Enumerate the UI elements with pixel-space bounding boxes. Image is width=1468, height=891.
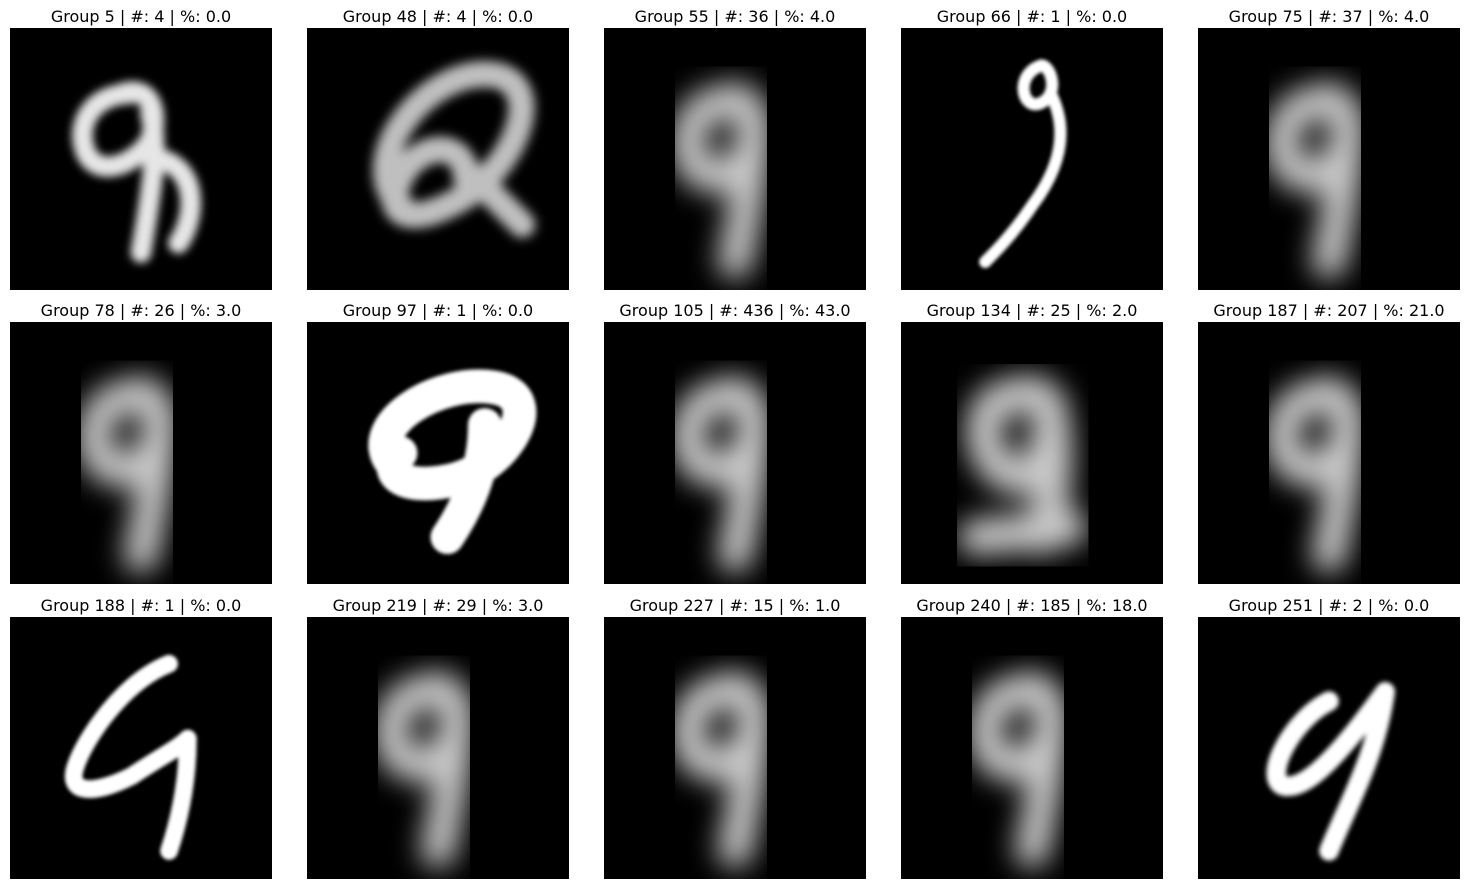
digit-image [307, 322, 569, 584]
panel-title: Group 105 | #: 436 | %: 43.0 [619, 301, 851, 320]
digit-stroke [1265, 376, 1365, 573]
digit-image [604, 617, 866, 879]
digit-stroke [374, 671, 474, 868]
panel-title: Group 240 | #: 185 | %: 18.0 [916, 596, 1148, 615]
digit-image [1198, 322, 1460, 584]
digit-stroke [64, 654, 197, 860]
digit-stroke [671, 671, 771, 868]
panel-title: Group 55 | #: 36 | %: 4.0 [634, 7, 836, 26]
panel-title: Group 219 | #: 29 | %: 3.0 [332, 596, 544, 615]
panel-title: Group 5 | #: 4 | %: 0.0 [50, 7, 232, 26]
digit-stroke [1266, 682, 1395, 861]
digit-image [1198, 617, 1460, 879]
digit-stroke [671, 82, 771, 279]
digit-stroke [979, 59, 1067, 269]
panel-title: Group 134 | #: 25 | %: 2.0 [926, 301, 1138, 320]
panel-title: Group 78 | #: 26 | %: 3.0 [40, 301, 242, 320]
digit-image [307, 28, 569, 290]
panel-title: Group 227 | #: 15 | %: 1.0 [629, 596, 841, 615]
digit-image [10, 28, 272, 290]
digit-image [901, 28, 1163, 290]
digit-stroke [958, 375, 1088, 555]
digit-stroke [72, 81, 201, 263]
digit-image [604, 28, 866, 290]
digit-stroke [77, 376, 177, 573]
panel-title: Group 66 | #: 1 | %: 0.0 [936, 7, 1128, 26]
digit-stroke [1265, 82, 1365, 279]
panel-title: Group 97 | #: 1 | %: 0.0 [342, 301, 534, 320]
digit-image [901, 322, 1163, 584]
digit-image [10, 322, 272, 584]
digit-image [1198, 28, 1460, 290]
digit-image [307, 617, 569, 879]
digit-stroke [373, 61, 536, 238]
panel-title: Group 188 | #: 1 | %: 0.0 [40, 596, 242, 615]
panel-title: Group 251 | #: 2 | %: 0.0 [1228, 596, 1430, 615]
digit-stroke [368, 369, 537, 555]
digit-image [604, 322, 866, 584]
panel-title: Group 75 | #: 37 | %: 4.0 [1228, 7, 1430, 26]
digit-image [901, 617, 1163, 879]
panel-title: Group 187 | #: 207 | %: 21.0 [1213, 301, 1445, 320]
digit-stroke [671, 376, 771, 573]
digit-stroke [968, 671, 1068, 868]
panel-title: Group 48 | #: 4 | %: 0.0 [342, 7, 534, 26]
digit-image [10, 617, 272, 879]
